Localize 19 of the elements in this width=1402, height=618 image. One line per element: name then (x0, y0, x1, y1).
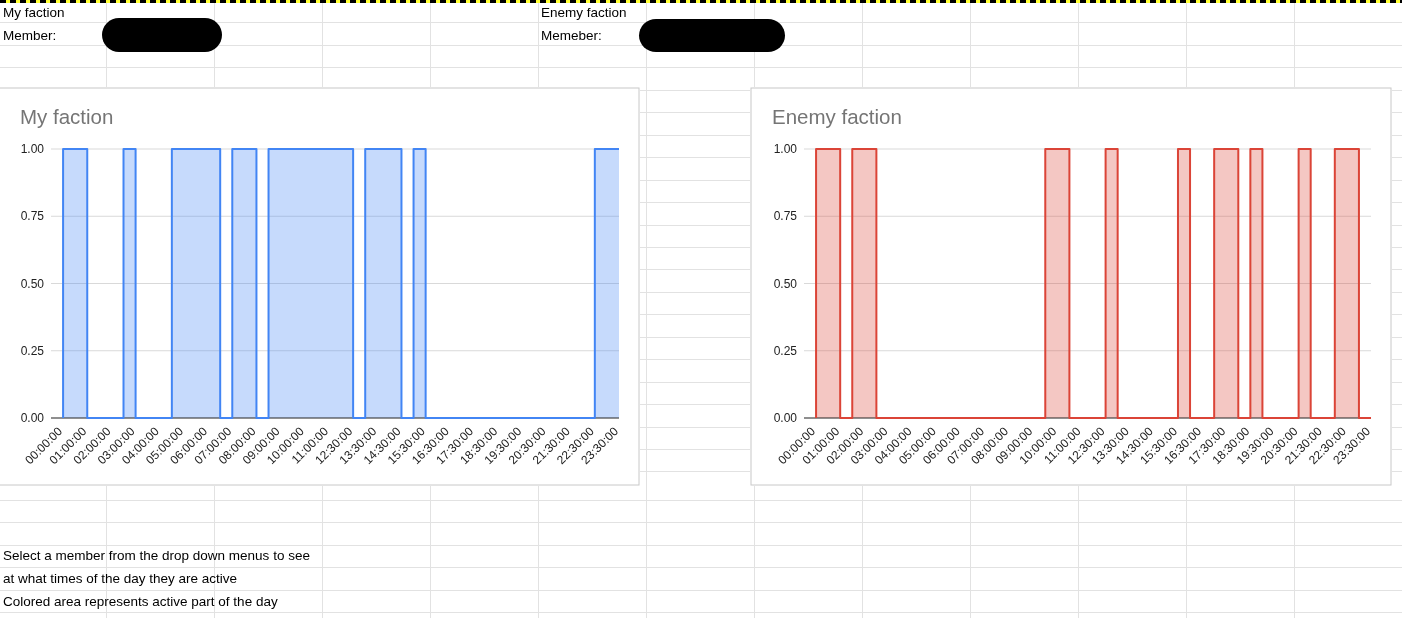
text: at what times of the day they are active (3, 570, 238, 586)
y-tick-label: 0.00 (20, 411, 45, 426)
chart-title: My faction (20, 105, 114, 128)
text: Colored area represents active part of the day (3, 593, 278, 609)
chart-title: Enemy faction (772, 105, 902, 128)
text: Select a member from the drop down menus to see (3, 547, 310, 563)
text: Enemy faction (541, 4, 627, 20)
y-tick-label: 0.25 (20, 343, 45, 358)
y-tick-label: 0.75 (20, 209, 45, 224)
y-tick-label: 0.50 (773, 276, 798, 291)
text: Memeber: (541, 27, 602, 43)
text: My faction (3, 4, 65, 20)
y-tick-label: 1.00 (20, 142, 45, 157)
text: Member: (3, 27, 57, 43)
y-tick-label: 1.00 (773, 142, 798, 157)
y-tick-label: 0.50 (20, 276, 45, 291)
y-tick-label: 0.75 (773, 209, 798, 224)
y-tick-label: 0.25 (773, 343, 798, 358)
y-tick-label: 0.00 (773, 411, 798, 426)
